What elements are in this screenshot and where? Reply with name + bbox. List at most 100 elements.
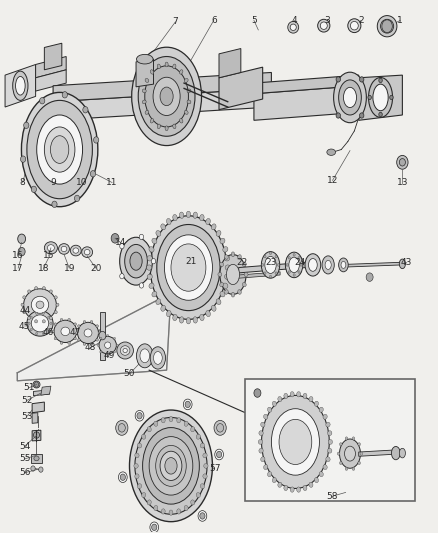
Text: 54: 54	[19, 442, 30, 451]
Ellipse shape	[149, 247, 154, 252]
Ellipse shape	[84, 249, 90, 255]
Circle shape	[137, 413, 142, 419]
Text: 45: 45	[19, 321, 30, 330]
Ellipse shape	[105, 342, 111, 349]
Circle shape	[336, 113, 340, 118]
Ellipse shape	[272, 478, 276, 483]
Ellipse shape	[269, 275, 272, 278]
Ellipse shape	[196, 434, 200, 439]
Ellipse shape	[117, 342, 134, 359]
Text: 17: 17	[12, 264, 24, 272]
Ellipse shape	[286, 252, 303, 278]
Text: 22: 22	[236, 259, 247, 267]
Ellipse shape	[352, 467, 355, 471]
Ellipse shape	[220, 292, 225, 297]
Ellipse shape	[177, 509, 181, 514]
Ellipse shape	[153, 77, 180, 116]
Ellipse shape	[147, 256, 152, 261]
Polygon shape	[33, 390, 49, 395]
Text: 6: 6	[211, 16, 217, 25]
Text: 19: 19	[64, 264, 75, 272]
Circle shape	[39, 467, 43, 472]
Polygon shape	[254, 86, 359, 120]
Circle shape	[200, 513, 205, 519]
Text: 21: 21	[185, 257, 196, 265]
Ellipse shape	[399, 259, 406, 269]
Ellipse shape	[23, 296, 26, 299]
Ellipse shape	[261, 422, 265, 427]
Ellipse shape	[15, 76, 25, 95]
Text: 24: 24	[294, 259, 305, 267]
Ellipse shape	[220, 238, 225, 244]
Circle shape	[94, 137, 99, 143]
Ellipse shape	[309, 397, 313, 402]
Text: 56: 56	[19, 469, 31, 477]
Circle shape	[39, 98, 45, 104]
Ellipse shape	[50, 136, 69, 164]
Circle shape	[118, 424, 125, 432]
Ellipse shape	[290, 487, 294, 492]
Ellipse shape	[161, 224, 166, 230]
Circle shape	[215, 449, 223, 460]
Ellipse shape	[293, 254, 295, 256]
Ellipse shape	[244, 272, 248, 277]
Ellipse shape	[123, 349, 127, 353]
Text: 50: 50	[124, 369, 135, 378]
Circle shape	[135, 410, 144, 421]
Circle shape	[139, 235, 144, 239]
Ellipse shape	[149, 283, 154, 288]
Text: 8: 8	[20, 178, 25, 187]
Ellipse shape	[166, 311, 171, 317]
Ellipse shape	[191, 427, 195, 432]
Ellipse shape	[147, 427, 151, 432]
Ellipse shape	[350, 21, 358, 30]
Ellipse shape	[352, 437, 355, 440]
Polygon shape	[44, 43, 62, 70]
Circle shape	[397, 156, 408, 169]
Text: 9: 9	[50, 178, 56, 187]
Circle shape	[116, 421, 128, 435]
Ellipse shape	[152, 292, 157, 297]
Ellipse shape	[155, 446, 186, 486]
Ellipse shape	[164, 235, 212, 300]
Ellipse shape	[54, 320, 77, 343]
Circle shape	[74, 195, 80, 201]
Ellipse shape	[21, 303, 24, 306]
Ellipse shape	[288, 256, 290, 259]
Ellipse shape	[358, 443, 360, 446]
Ellipse shape	[113, 337, 116, 340]
Ellipse shape	[35, 287, 38, 290]
Circle shape	[21, 156, 26, 163]
Ellipse shape	[204, 464, 208, 469]
Ellipse shape	[83, 320, 86, 323]
Ellipse shape	[187, 100, 191, 104]
Ellipse shape	[120, 346, 130, 356]
Text: 3: 3	[325, 16, 330, 25]
Ellipse shape	[186, 318, 191, 324]
Ellipse shape	[284, 393, 288, 399]
Ellipse shape	[268, 407, 272, 412]
Ellipse shape	[337, 452, 340, 455]
Ellipse shape	[145, 78, 149, 83]
Circle shape	[336, 77, 340, 82]
Text: 48: 48	[85, 343, 96, 352]
Circle shape	[118, 472, 127, 482]
Ellipse shape	[368, 77, 392, 117]
Polygon shape	[254, 75, 359, 94]
Polygon shape	[219, 49, 241, 78]
Ellipse shape	[242, 262, 246, 266]
Ellipse shape	[13, 71, 28, 100]
Polygon shape	[359, 75, 403, 120]
Ellipse shape	[261, 457, 265, 462]
Ellipse shape	[76, 330, 79, 333]
Ellipse shape	[71, 245, 81, 256]
Ellipse shape	[275, 255, 277, 258]
Ellipse shape	[160, 451, 182, 480]
Circle shape	[184, 399, 192, 410]
Text: 10: 10	[76, 178, 87, 187]
Ellipse shape	[150, 70, 154, 74]
Polygon shape	[41, 386, 51, 395]
Ellipse shape	[60, 318, 63, 321]
Ellipse shape	[320, 22, 327, 29]
Text: 52: 52	[21, 396, 32, 405]
